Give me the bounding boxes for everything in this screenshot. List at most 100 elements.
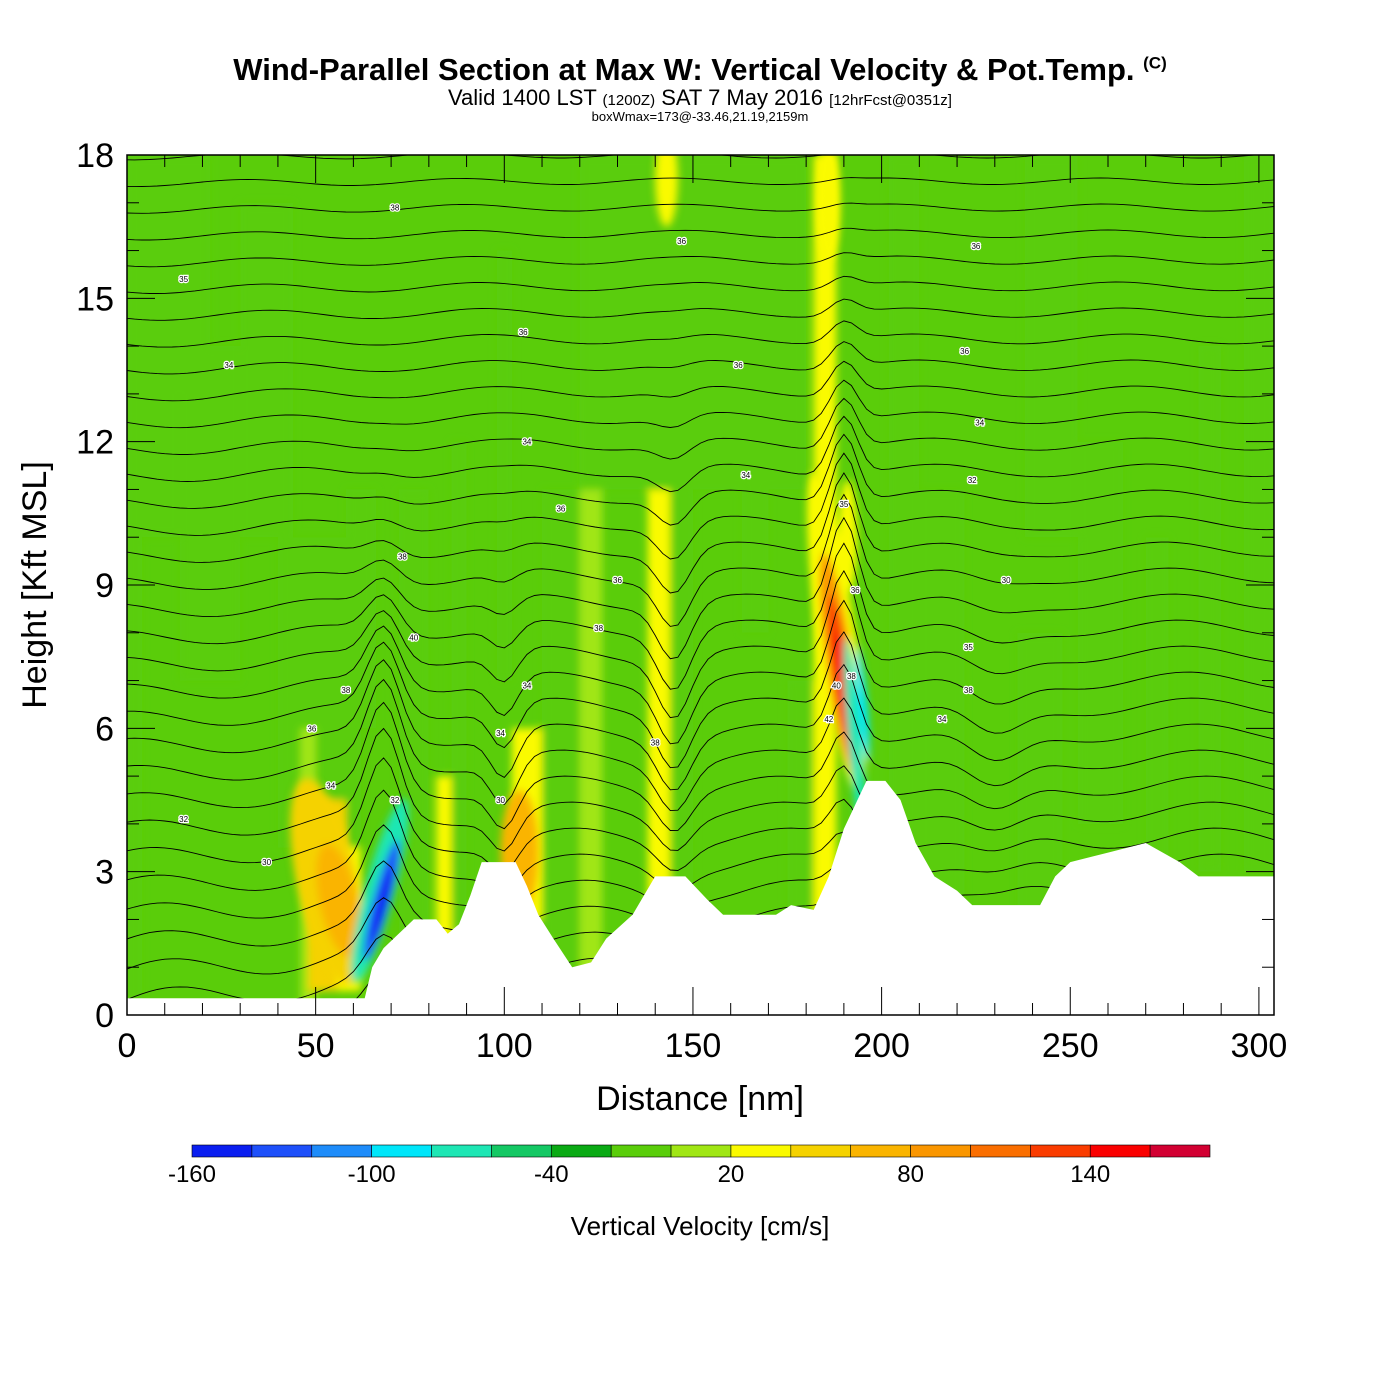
- theta-contour-label: 36: [613, 576, 622, 585]
- x-axis-ticks: 0 50 100 150 200 250 300: [118, 155, 1288, 1065]
- theta-contour: [127, 360, 1274, 402]
- x-tick-label: 250: [1042, 1027, 1099, 1065]
- colorbar-swatch: [550, 1144, 612, 1158]
- theta-contour: [127, 252, 1274, 268]
- velocity-field: 32 30 36 34 38 34 35 38 38 40 32 34 30 34 36 34 36 38 36 38…: [127, 155, 1274, 1015]
- x-tick-label: 0: [118, 1027, 137, 1065]
- chart-title: Wind-Parallel Section at Max W: Vertical…: [0, 52, 1400, 88]
- theta-contour: [127, 659, 1274, 791]
- colorbar-swatch: [191, 1144, 253, 1158]
- velocity-band: [451, 441, 467, 1015]
- theta-contour: [127, 599, 1274, 745]
- theta-contour-label: 32: [390, 796, 399, 805]
- y-axis-label: Height [Kft MSL]: [16, 461, 54, 709]
- theta-contour-label: 38: [847, 672, 856, 681]
- chart-subtitle: Valid 1400 LST (1200Z) SAT 7 May 2016 [1…: [0, 85, 1400, 111]
- theta-contour: [127, 701, 1274, 831]
- theta-contour-label: 40: [832, 681, 841, 690]
- colorbar-swatch: [371, 1144, 432, 1158]
- colorbar-swatch: [1089, 1144, 1151, 1158]
- velocity-band: [579, 155, 807, 490]
- theta-contour-label: 38: [594, 624, 603, 633]
- x-tick-label: 300: [1231, 1027, 1288, 1065]
- theta-contour: [127, 631, 1274, 769]
- box-wmax-info: boxWmax=173@-33.46,21.19,2159m: [591, 109, 809, 124]
- velocity-core: [838, 479, 858, 595]
- theta-contour-label: 40: [409, 634, 418, 643]
- theta-contour-label: 34: [224, 361, 233, 370]
- colorbar-label: Vertical Velocity [cm/s]: [571, 1211, 830, 1241]
- theta-contour: [127, 341, 1274, 375]
- theta-contour-label: 34: [496, 729, 505, 738]
- colorbar-swatch: [1030, 1144, 1091, 1158]
- velocity-core: [817, 155, 841, 261]
- y-tick-label: 12: [76, 424, 114, 462]
- y-tick-label: 18: [76, 137, 114, 175]
- y-tick-label: 15: [76, 280, 114, 318]
- x-tick-label: 100: [476, 1027, 533, 1065]
- theta-contour-label: 34: [938, 715, 947, 724]
- copyright-mark: (C): [1143, 53, 1167, 73]
- colorbar-swatch: [1149, 1144, 1211, 1158]
- x-tick-label: 50: [297, 1027, 335, 1065]
- theta-contour: [127, 320, 1274, 348]
- terrain-mask: [127, 780, 1274, 1015]
- theta-contour-label: 36: [851, 586, 860, 595]
- theta-contour: [127, 516, 1274, 660]
- theta-contour-label: 34: [741, 471, 750, 480]
- theta-contour-label: 36: [960, 347, 969, 356]
- theta-contour: [127, 472, 1274, 594]
- theta-contour-label: 38: [964, 686, 973, 695]
- theta-contour: [127, 757, 1274, 873]
- theta-contour: [127, 452, 1274, 560]
- theta-contour: [127, 727, 1274, 852]
- velocity-band: [436, 776, 452, 944]
- velocity-band: [1024, 155, 1078, 538]
- theta-contour-label: 32: [179, 815, 188, 824]
- x-tick-label: 200: [853, 1027, 910, 1065]
- valid-date: SAT 7 May 2016: [661, 85, 824, 110]
- theta-contour: [127, 569, 1274, 719]
- theta-contour-label: 36: [556, 505, 565, 514]
- chart-title-text: Wind-Parallel Section at Max W: Vertical…: [233, 52, 1135, 87]
- theta-contour-label: 34: [326, 782, 335, 791]
- theta-contour-label: 35: [964, 643, 973, 652]
- theta-contour-label: 36: [519, 328, 528, 337]
- velocity-band: [240, 202, 294, 538]
- theta-contour: [127, 275, 1274, 294]
- theta-contour-label: 35: [839, 500, 848, 509]
- theta-contour-label: 34: [975, 419, 984, 428]
- colorbar-swatch: [610, 1144, 672, 1158]
- theta-contour-label: 38: [398, 552, 407, 561]
- colorbar-swatch: [910, 1144, 971, 1158]
- velocity-core: [655, 155, 678, 227]
- colorbar: -160 -100 -40 20 80 140: [168, 1144, 1211, 1188]
- theta-contour: [127, 493, 1274, 627]
- colorbar-tick-label: -40: [534, 1161, 569, 1188]
- velocity-band: [1017, 632, 1063, 920]
- colorbar-swatch: [491, 1144, 552, 1158]
- forecast-info: [12hrFcst@0351z]: [829, 92, 952, 109]
- theta-contour: [127, 542, 1274, 690]
- theta-contour: [127, 415, 1274, 493]
- theta-contour-label: 42: [824, 715, 833, 724]
- theta-contour-label: 32: [968, 476, 977, 485]
- y-tick-label: 3: [95, 854, 114, 892]
- colorbar-swatch: [850, 1144, 911, 1158]
- valid-time-lst: Valid 1400 LST: [448, 85, 597, 110]
- x-tick-label: 150: [665, 1027, 722, 1065]
- velocity-band: [579, 393, 603, 1015]
- theta-contour-label: 35: [179, 275, 188, 284]
- theta-contour-label: 30: [496, 796, 505, 805]
- theta-contour-label: 36: [677, 237, 686, 246]
- velocity-band: [1243, 155, 1274, 872]
- colorbar-tick-label: 140: [1070, 1161, 1110, 1188]
- theta-contour-label: 36: [971, 242, 980, 251]
- theta-contour: [127, 678, 1274, 812]
- theta-contour: [127, 433, 1274, 526]
- velocity-band: [179, 346, 241, 681]
- colorbar-tick-label: -100: [348, 1161, 396, 1188]
- theta-contour-label: 38: [390, 204, 399, 213]
- theta-contour: [127, 298, 1274, 321]
